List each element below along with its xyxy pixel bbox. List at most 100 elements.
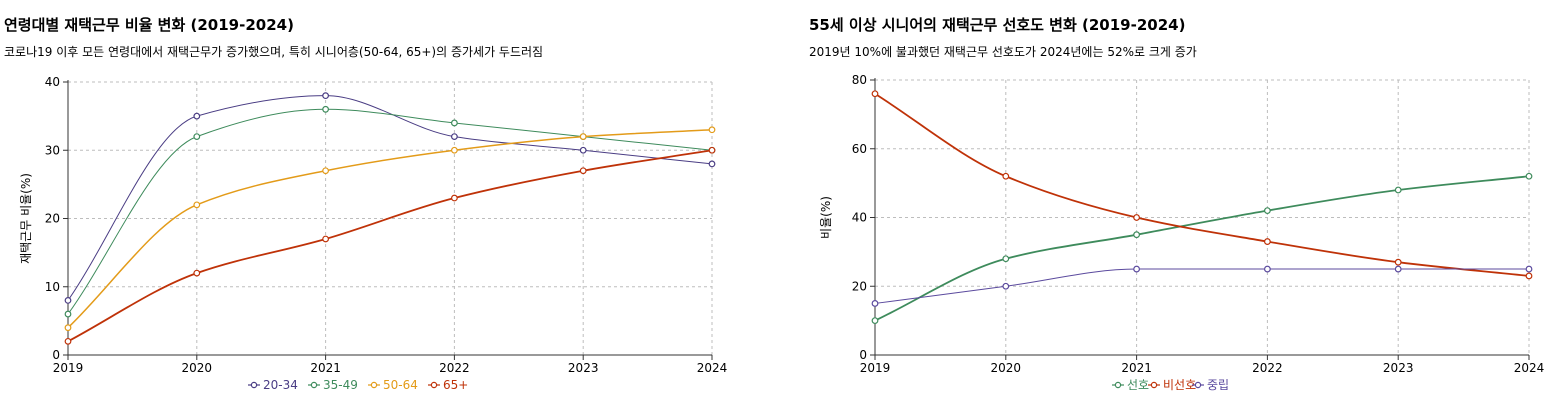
x-tick-label: 2022 <box>1252 361 1283 375</box>
legend-label: 중립 <box>1207 378 1229 392</box>
data-point-20-34 <box>322 92 330 100</box>
grid <box>875 79 1530 355</box>
data-point-65+ <box>579 167 587 175</box>
legend-item: 비선호 <box>1148 378 1196 392</box>
y-axis-label: 비율(%) <box>819 196 833 239</box>
x-tick-label: 2020 <box>991 361 1022 375</box>
chart-subtitle: 코로나19 이후 모든 연령대에서 재택근무가 증가했으며, 특히 시니어층(5… <box>4 45 544 59</box>
age-group-chart-panel: 연령대별 재택근무 비율 변화 (2019-2024) 코로나19 이후 모든 … <box>4 16 728 392</box>
data-point-비선호 <box>1525 272 1533 280</box>
legend-item: 중립 <box>1192 378 1229 392</box>
y-tick-label: 40 <box>852 211 867 225</box>
chart-title: 55세 이상 시니어의 재택근무 선호도 변화 (2019-2024) <box>809 16 1186 34</box>
data-point-비선호 <box>1002 172 1010 180</box>
y-tick-label: 60 <box>852 142 867 156</box>
x-tick-label: 2019 <box>860 361 891 375</box>
series-line-중립 <box>874 268 1529 304</box>
y-tick-label: 0 <box>859 348 867 362</box>
series-line-50-64 <box>67 129 713 329</box>
series-line-35-49 <box>67 108 713 315</box>
x-tick-label: 2024 <box>697 361 728 375</box>
legend-swatch-marker <box>1150 381 1158 389</box>
legend-label: 선호 <box>1127 378 1149 392</box>
data-point-비선호 <box>1264 238 1271 245</box>
legend: 20-34 35-49 50-64 65+ <box>248 378 468 392</box>
data-point-중립 <box>1525 265 1533 273</box>
y-tick-label: 0 <box>52 348 60 362</box>
x-tick-label: 2021 <box>1121 361 1152 375</box>
series-line-비선호 <box>874 92 1530 277</box>
x-tick-label: 2019 <box>53 361 84 375</box>
series-line-20-34 <box>67 95 713 301</box>
y-axis-label: 재택근무 비율(%) <box>19 173 33 264</box>
data-point-35-49 <box>451 119 458 127</box>
data-point-65+ <box>64 337 72 345</box>
data-point-20-34 <box>708 160 716 168</box>
series-line-65+ <box>67 149 713 343</box>
data-point-비선호 <box>1394 258 1402 266</box>
data-point-선호 <box>871 317 879 325</box>
data-point-비선호 <box>1133 214 1141 221</box>
y-tick-label: 10 <box>45 280 60 294</box>
legend-swatch-marker <box>250 381 258 389</box>
data-point-35-49 <box>322 105 330 113</box>
legend-label: 35-49 <box>323 378 358 392</box>
data-point-50-64 <box>322 167 330 175</box>
data-point-50-64 <box>193 201 201 209</box>
data-point-선호 <box>1525 172 1533 180</box>
data-point-중립 <box>1264 265 1271 273</box>
data-point-중립 <box>1002 282 1010 290</box>
data-point-65+ <box>193 269 201 277</box>
legend-item: 65+ <box>428 378 468 392</box>
legend-label: 65+ <box>443 378 468 392</box>
y-tick-label: 80 <box>852 73 867 87</box>
grid <box>68 81 713 355</box>
data-point-20-34 <box>193 112 201 120</box>
x-tick-label: 2021 <box>310 361 341 375</box>
legend-item: 선호 <box>1112 378 1149 392</box>
data-point-20-34 <box>579 146 587 154</box>
data-point-35-49 <box>64 310 72 318</box>
data-point-50-64 <box>708 126 716 134</box>
data-point-중립 <box>1133 265 1141 273</box>
data-point-선호 <box>1394 186 1402 194</box>
age-group-line-chart: 0 10 20 30 40 2019 2020 2021 2022 2023 2024 재택근무 비율… <box>19 75 728 392</box>
chart-title: 연령대별 재택근무 비율 변화 (2019-2024) <box>4 16 294 34</box>
legend-label: 비선호 <box>1163 378 1196 392</box>
data-point-선호 <box>1002 255 1010 263</box>
data-point-65+ <box>451 194 458 202</box>
data-point-35-49 <box>193 133 201 141</box>
x-tick-label: 2023 <box>568 361 599 375</box>
data-point-50-64 <box>579 133 587 141</box>
y-tick-label: 30 <box>45 143 60 157</box>
legend-swatch-marker <box>1114 381 1122 389</box>
y-tick-label: 20 <box>45 212 60 226</box>
data-point-20-34 <box>451 133 458 141</box>
series-line-선호 <box>874 175 1530 322</box>
data-point-선호 <box>1264 207 1271 215</box>
y-tick-label: 20 <box>852 279 867 293</box>
data-point-50-64 <box>451 146 458 154</box>
x-tick-label: 2024 <box>1514 361 1545 375</box>
x-tick-label: 2023 <box>1383 361 1414 375</box>
data-point-중립 <box>1394 265 1402 273</box>
legend-label: 50-64 <box>383 378 418 392</box>
data-point-65+ <box>708 146 716 154</box>
x-tick-label: 2020 <box>182 361 213 375</box>
legend-swatch-marker <box>370 381 378 389</box>
chart-subtitle: 2019년 10%에 불과했던 재택근무 선호도가 2024년에는 52%로 크… <box>809 45 1197 59</box>
data-point-선호 <box>1133 231 1141 239</box>
legend: 선호 비선호 중립 <box>1112 378 1229 392</box>
data-point-비선호 <box>871 90 879 98</box>
senior-preference-chart-panel: 55세 이상 시니어의 재택근무 선호도 변화 (2019-2024) 2019… <box>800 0 1548 407</box>
x-tick-label: 2022 <box>439 361 470 375</box>
senior-preference-line-chart: 0 20 40 60 80 2019 2020 2021 2022 2023 2024 비율(%) 선호… <box>819 73 1545 392</box>
data-point-65+ <box>322 235 330 243</box>
legend-swatch-marker <box>1194 381 1202 389</box>
data-point-중립 <box>871 300 879 307</box>
legend-item: 20-34 <box>248 378 298 392</box>
legend-swatch-marker <box>310 381 318 389</box>
y-tick-label: 40 <box>45 75 60 89</box>
legend-label: 20-34 <box>263 378 298 392</box>
legend-item: 50-64 <box>368 378 418 392</box>
